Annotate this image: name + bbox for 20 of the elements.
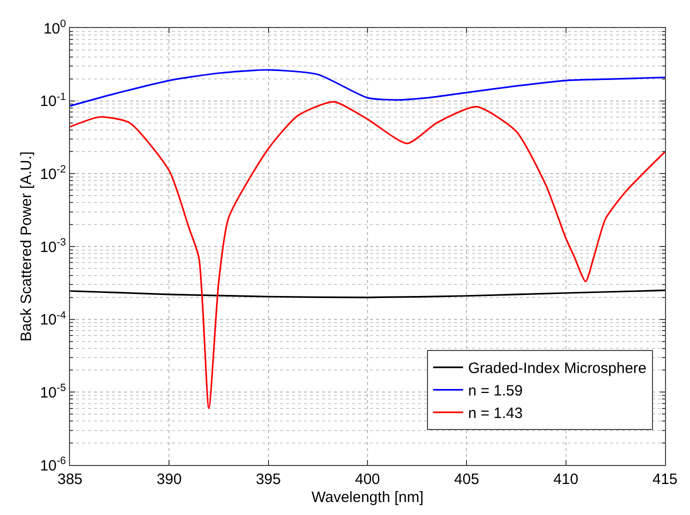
x-tick-label: 395 [256,471,281,488]
y-tick-label: 10$^{-3}$ [40,236,66,256]
line-series [70,290,665,298]
x-tick-label: 390 [156,471,182,488]
y-tick-label: 10$^{-1}$ [40,90,66,110]
legend-label: Graded-Index Microsphere [468,360,647,378]
legend-label: n = 1.43 [468,405,523,422]
legend-label: n = 1.59 [468,382,523,400]
y-tick-label: 10$^{-5}$ [40,382,66,402]
x-axis-title: Wavelength [nm] [312,489,424,506]
x-tick-label: 410 [553,471,578,488]
y-axis-title: Back Scattered Power [A.U.] [18,151,36,342]
x-tick-label: 400 [354,471,380,488]
line-series [70,69,665,107]
x-tick-label: 405 [454,471,480,488]
y-tick-label: 10$^{-2}$ [40,164,66,183]
y-tick-label: 10$^{-4}$ [40,309,66,329]
x-tick-label: 415 [652,471,678,488]
line-series [70,101,665,410]
y-tick-label: 10$^{0}$ [43,18,66,38]
